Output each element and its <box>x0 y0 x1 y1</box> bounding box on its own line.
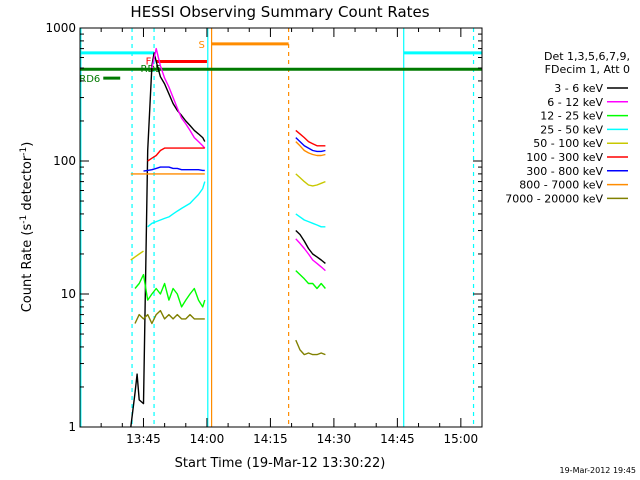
series-line-5-segment-a <box>130 250 144 261</box>
y-tick-label: 1000 <box>45 21 76 35</box>
series-line-3-segment-a <box>134 273 206 308</box>
legend-entry-label: 6 - 12 keV <box>547 96 603 109</box>
series-line-2-segment-b <box>295 238 326 272</box>
legend-entry-label: 3 - 6 keV <box>554 82 603 95</box>
y-tick-label: 1 <box>68 420 76 434</box>
x-tick-label: 15:00 <box>444 432 479 446</box>
series-line-6-segment-b <box>295 129 326 147</box>
series-line-8-segment-b <box>295 141 326 157</box>
x-tick-label: 14:30 <box>317 432 352 446</box>
series-line-4-segment-b <box>295 213 326 228</box>
chart-title: HESSI Observing Summary Count Rates <box>130 3 429 21</box>
y-tick-label: 100 <box>53 154 76 168</box>
series-line-7-segment-b <box>295 137 326 153</box>
rd6-flag-label: RD6 <box>79 74 100 85</box>
series-line-4-segment-a <box>147 181 206 228</box>
flare-flag-label: F <box>146 56 152 67</box>
legend-header-line-1: Det 1,3,5,6,7,9, <box>544 50 630 63</box>
series-line-7-segment-a <box>143 166 205 172</box>
legend-header-line-2: FDecim 1, Att 0 <box>545 63 630 76</box>
legend-entry-label: 7000 - 20000 keV <box>505 192 603 205</box>
legend-entry-label: 300 - 800 keV <box>526 165 603 178</box>
series-line-9-segment-a <box>134 309 205 325</box>
series-line-1-segment-b <box>295 229 326 264</box>
x-tick-label: 14:15 <box>253 432 288 446</box>
plot-frame <box>79 27 483 428</box>
legend-entry-label: 100 - 300 keV <box>526 151 603 164</box>
saa-flag-label: S <box>198 40 204 51</box>
legend-entry-label: 50 - 100 keV <box>533 137 603 150</box>
series-layer <box>130 47 326 428</box>
x-tick-label: 13:45 <box>126 432 161 446</box>
series-line-1-segment-a <box>130 52 206 428</box>
series-line-3-segment-b <box>295 270 326 290</box>
series-line-5-segment-b <box>295 173 326 187</box>
series-line-2-segment-a <box>151 47 206 149</box>
legend-entry-label: 25 - 50 keV <box>540 123 603 136</box>
legend-entry-label: 12 - 25 keV <box>540 110 603 123</box>
timestamp: 19-Mar-2012 19:45 <box>560 466 637 475</box>
y-axis-label: Count Rate (s-1 detector-1) <box>19 142 35 313</box>
x-axis-label: Start Time (19-Mar-12 13:30:22) <box>175 456 386 471</box>
legend-entry-label: 800 - 7000 keV <box>519 179 603 192</box>
y-tick-label: 10 <box>61 287 76 301</box>
x-tick-label: 14:00 <box>190 432 225 446</box>
series-line-6-segment-a <box>147 147 205 162</box>
axes: 1 10 100 1000 13:45 14:00 14:15 14:30 14:45 15:00 <box>45 21 483 446</box>
series-line-9-segment-b <box>295 339 326 356</box>
x-tick-label: 14:45 <box>380 432 415 446</box>
